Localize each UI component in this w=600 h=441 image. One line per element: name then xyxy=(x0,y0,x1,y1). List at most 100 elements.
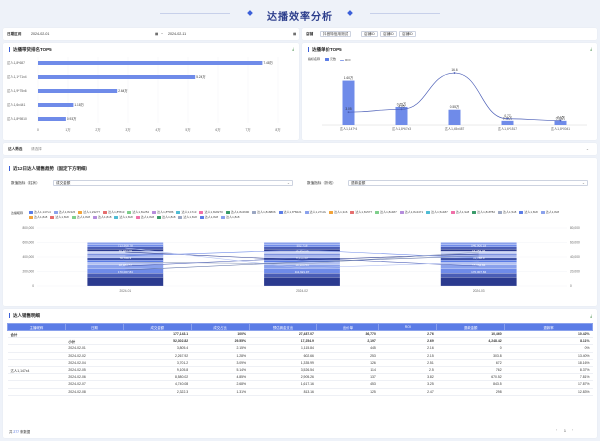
bar-segment[interactable] xyxy=(440,242,517,245)
legend-item[interactable]: 达人1,8x8 xyxy=(29,215,47,220)
legend-item[interactable]: 达人1,8x8*82 xyxy=(472,210,495,215)
legend-item[interactable]: 达人1,27x3x xyxy=(304,210,326,215)
bar[interactable] xyxy=(554,120,567,125)
calendar-icon[interactable]: ▦ xyxy=(293,32,297,36)
table-row[interactable]: 2024-02-01 3,805.4 2.15% 1,115.84 445 2.16 0 0% xyxy=(7,344,593,353)
legend-item-sales[interactable]: 元数 xyxy=(325,57,336,61)
column-header[interactable]: 出价单 xyxy=(316,323,380,331)
shop-id-chip[interactable]: 店铺ID xyxy=(361,31,378,37)
legend-item[interactable]: 达人1,8x487 xyxy=(375,210,397,215)
legend-item[interactable]: 达人1,8*586 xyxy=(152,210,173,215)
shop-id-chip[interactable]: 店铺ID xyxy=(399,31,416,37)
shop-chip[interactable]: 抖音特信用测试 xyxy=(320,31,352,37)
legend-item[interactable]: 达人1,8*8221 xyxy=(278,210,302,215)
bar[interactable] xyxy=(38,75,196,79)
bar-segment[interactable] xyxy=(263,242,341,245)
legend-item[interactable]: 达人1,8x8 xyxy=(93,215,111,220)
bar-segment[interactable] xyxy=(263,277,341,287)
legend-item[interactable]: 达人1,8x2690 xyxy=(225,210,249,215)
legend-item[interactable]: 达人1,8x8 xyxy=(221,215,239,220)
date-end-input[interactable]: 2024-02-11 xyxy=(168,32,187,36)
legend-item[interactable]: 达人1,8x8270 xyxy=(199,210,223,215)
next-page-icon[interactable]: › xyxy=(572,428,574,432)
legend-item[interactable]: 达人1,8*813 xyxy=(103,210,124,215)
table-cell: 253 xyxy=(316,352,379,360)
legend-item[interactable]: 达人1,17x3 xyxy=(176,210,196,215)
y2-tick-label: 40,000 xyxy=(570,255,580,259)
bar[interactable] xyxy=(448,109,461,125)
roi-point[interactable] xyxy=(347,111,350,114)
total-row[interactable]: 合计 177,143.1 100% 27,487.07 36,770 2.76 10,460… xyxy=(7,330,593,339)
bar[interactable] xyxy=(38,103,74,107)
export-icon[interactable]: ⤓ xyxy=(590,46,592,51)
page-number[interactable]: 1 xyxy=(564,428,566,433)
column-header[interactable]: 日期 xyxy=(64,323,124,331)
column-header[interactable]: 退款金额 xyxy=(436,323,506,331)
table-row[interactable]: 2024-02-08 2,322.3 1.31% 813.16 125 2.47 298 12… xyxy=(7,388,593,396)
bar[interactable] xyxy=(395,106,408,125)
column-header[interactable]: 成交金额 xyxy=(122,323,192,331)
column-header[interactable]: 预估佣金支出 xyxy=(248,323,318,331)
column-header[interactable]: 退款率 xyxy=(504,323,593,331)
table-row[interactable]: 2024-02-02 2,267.92 1.28% 602.66 253 2.15 303.… xyxy=(7,352,593,360)
legend-item[interactable]: 达人1,8x8 xyxy=(199,215,218,220)
legend-item[interactable]: 达人1,8x8 xyxy=(50,215,69,220)
shop-id-chip[interactable]: 店铺ID xyxy=(380,31,397,37)
bar[interactable] xyxy=(38,61,263,65)
table-cell: 5.14% xyxy=(191,366,250,375)
prev-page-icon[interactable]: ‹ xyxy=(556,428,558,432)
column-header[interactable]: 成交占比 xyxy=(190,323,250,331)
export-icon[interactable]: ⤓ xyxy=(590,313,592,318)
line-metric-select[interactable]: 退款金额 ⌄ xyxy=(348,180,588,186)
table-cell: 2.68% xyxy=(191,380,250,389)
subtotal-row[interactable]: 小计 52,302.82 29.55% 17,254.9 2,197 2.69 4,248.… xyxy=(7,337,593,346)
table-row[interactable]: 2024-02-04 3,701.2 3.09% 1,335.99 126 2.51 672… xyxy=(7,359,593,367)
legend-item[interactable]: 达人1,147x4 xyxy=(29,210,51,215)
bar-segment[interactable] xyxy=(87,242,164,245)
legend-item[interactable]: 达人1,23277 xyxy=(78,210,100,215)
x-tick-label: 8万 xyxy=(275,128,281,132)
legend-item[interactable]: 达人1,8x4471 xyxy=(399,210,423,215)
bar-segment[interactable] xyxy=(87,277,164,287)
roi-point[interactable] xyxy=(453,72,456,74)
legend-item[interactable]: 达人1,3x6 xyxy=(329,210,347,215)
bar[interactable] xyxy=(342,80,355,125)
legend-item[interactable]: 达人1,5x8 xyxy=(498,210,516,215)
column-header[interactable]: 主播昵称 xyxy=(7,323,66,331)
bar[interactable] xyxy=(38,117,66,121)
legend-item[interactable]: 达人1,8x8806 xyxy=(252,210,276,215)
bar[interactable] xyxy=(38,89,118,93)
legend-item[interactable]: 达人1,8x254 xyxy=(127,210,149,215)
legend-item[interactable]: 达人1,8x577 xyxy=(350,210,372,215)
data-label: 0.65万 xyxy=(397,102,406,106)
roi-point[interactable] xyxy=(506,117,509,120)
table-cell: 1.28% xyxy=(191,352,250,360)
talent-select[interactable]: 请选择 xyxy=(31,147,42,151)
legend-item[interactable]: 达人1,8x3x5 xyxy=(53,210,75,215)
bar[interactable] xyxy=(501,120,514,125)
table-row[interactable]: 2024-02-06 8,580.02 4.85% 2,905.26 137 3.82 67… xyxy=(7,373,593,382)
calendar-icon[interactable]: ▦ xyxy=(155,32,159,36)
column-header[interactable]: ROI xyxy=(378,323,438,331)
legend-item[interactable]: 达人1,8x8 xyxy=(157,215,175,220)
legend-item-roi[interactable]: ROI xyxy=(340,58,351,63)
legend-item[interactable]: 达人1,9x8 xyxy=(450,210,469,215)
legend-item[interactable]: 达人1,8x8 xyxy=(519,210,538,215)
legend-item[interactable]: 达人1,5x487 xyxy=(426,210,448,215)
legend-item-label: 达人1,8*8221 xyxy=(283,210,302,214)
table-row[interactable]: 2024-02-07 4,740.08 2.68% 1,617.16 453 3.25 84… xyxy=(7,380,593,389)
legend-item[interactable]: 达人1,8x8 xyxy=(540,210,559,215)
table-row[interactable]: 达人1,147x4 2024-02-05 9,105.8 5.14% 3,526.54 1… xyxy=(7,366,593,375)
legend-item[interactable]: 达人1,8x8 xyxy=(71,215,90,220)
table-cell xyxy=(65,330,124,339)
chevron-down-icon[interactable]: ⌄ xyxy=(586,147,590,151)
date-start-input[interactable]: 2024-02-01 xyxy=(31,32,50,36)
export-icon[interactable]: ⤓ xyxy=(292,46,294,51)
roi-point[interactable] xyxy=(400,108,403,111)
legend-item[interactable]: 达人1,8x8 xyxy=(135,215,154,220)
roi-point[interactable] xyxy=(559,119,562,122)
legend-item[interactable]: 达人1,8x8 xyxy=(114,215,133,220)
legend-item[interactable]: 达人1,8x8 xyxy=(178,215,197,220)
bar-segment[interactable] xyxy=(440,277,517,287)
bar-metric-select[interactable]: 成交金额 ⌄ xyxy=(53,180,293,186)
